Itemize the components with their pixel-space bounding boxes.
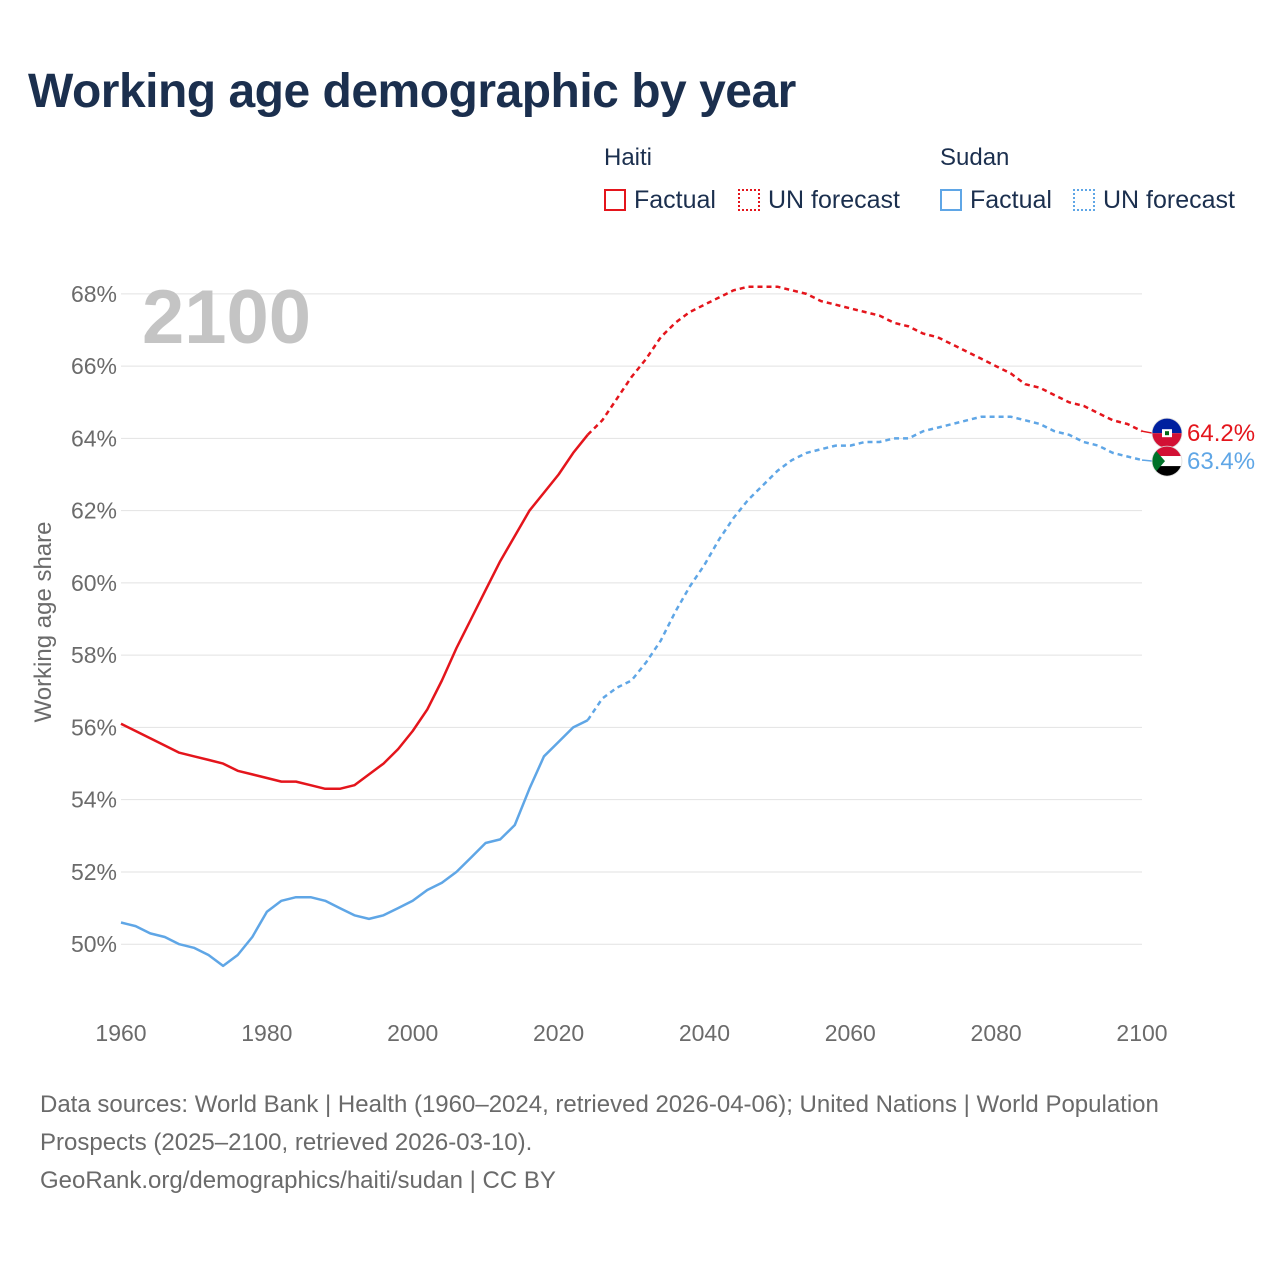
y-tick-label: 68% [71,281,117,307]
legend-swatch-haiti-forecast [738,189,760,211]
plot-area: 2100 50% 52% 54% 56% 58% 60% 62% 64% 66% 68% 1960… [30,275,1255,1046]
legend-haiti-factual[interactable]: Factual [604,184,716,216]
x-tick-label: 1980 [241,1020,292,1046]
legend-swatch-haiti-factual [604,189,626,211]
sudan-factual-line [120,719,589,968]
y-axis-label: Working age share [30,522,57,723]
x-tick-labels: 1960 1980 2000 2020 2040 2060 2080 2100 [95,1020,1167,1046]
x-tick-label: 2020 [533,1020,584,1046]
y-tick-label: 52% [71,859,117,885]
legend-haiti-title: Haiti [604,144,653,171]
x-tick-label: 2100 [1116,1020,1167,1046]
y-tick-label: 64% [71,425,117,451]
footer: Data sources: World Bank | Health (1960–… [40,1086,1240,1200]
x-tick-label: 2060 [825,1020,876,1046]
y-tick-labels: 50% 52% 54% 56% 58% 60% 62% 64% 66% 68% [71,281,117,957]
legend-sudan-forecast[interactable]: UN forecast [1073,184,1235,216]
legend-sudan-factual[interactable]: Factual [940,184,1052,216]
legend-label: Factual [970,185,1052,214]
haiti-factual-line [120,434,589,791]
x-tick-label: 2040 [679,1020,730,1046]
grid-lines [121,293,1142,945]
legend-label: UN forecast [1103,185,1235,214]
y-tick-label: 54% [71,787,117,813]
haiti-end-value-label: 64.2% [1187,420,1255,447]
haiti-forecast-line [586,285,1143,436]
y-tick-label: 60% [71,570,117,596]
chart-title: Working age demographic by year [28,65,796,118]
legend-swatch-sudan-forecast [1073,189,1095,211]
series-lines [120,285,1143,968]
legend-haiti-forecast[interactable]: UN forecast [738,184,900,216]
data-sources: Data sources: World Bank | Health (1960–… [40,1091,1159,1156]
haiti-flag-icon [1151,417,1183,449]
y-tick-label: 66% [71,353,117,379]
legend-label: UN forecast [768,185,900,214]
sudan-forecast-line [586,415,1143,721]
y-tick-label: 50% [71,931,117,957]
x-tick-label: 2000 [387,1020,438,1046]
haiti-end-connector [1141,430,1154,434]
legend-sudan-title: Sudan [940,144,1010,171]
sudan-flag-icon [1151,445,1183,477]
x-tick-label: 1960 [95,1020,146,1046]
y-tick-label: 58% [71,642,117,668]
legend-swatch-sudan-factual [940,189,962,211]
year-watermark: 2100 [142,275,311,360]
x-tick-label: 2080 [971,1020,1022,1046]
sudan-end-connector [1141,459,1154,462]
legend-label: Factual [634,185,716,214]
credit-link[interactable]: GeoRank.org/demographics/haiti/sudan | C… [40,1167,556,1194]
sudan-end-value-label: 63.4% [1187,448,1255,475]
end-markers: 64.2%63.4% [1141,417,1255,477]
y-tick-label: 56% [71,714,117,740]
y-tick-label: 62% [71,498,117,524]
